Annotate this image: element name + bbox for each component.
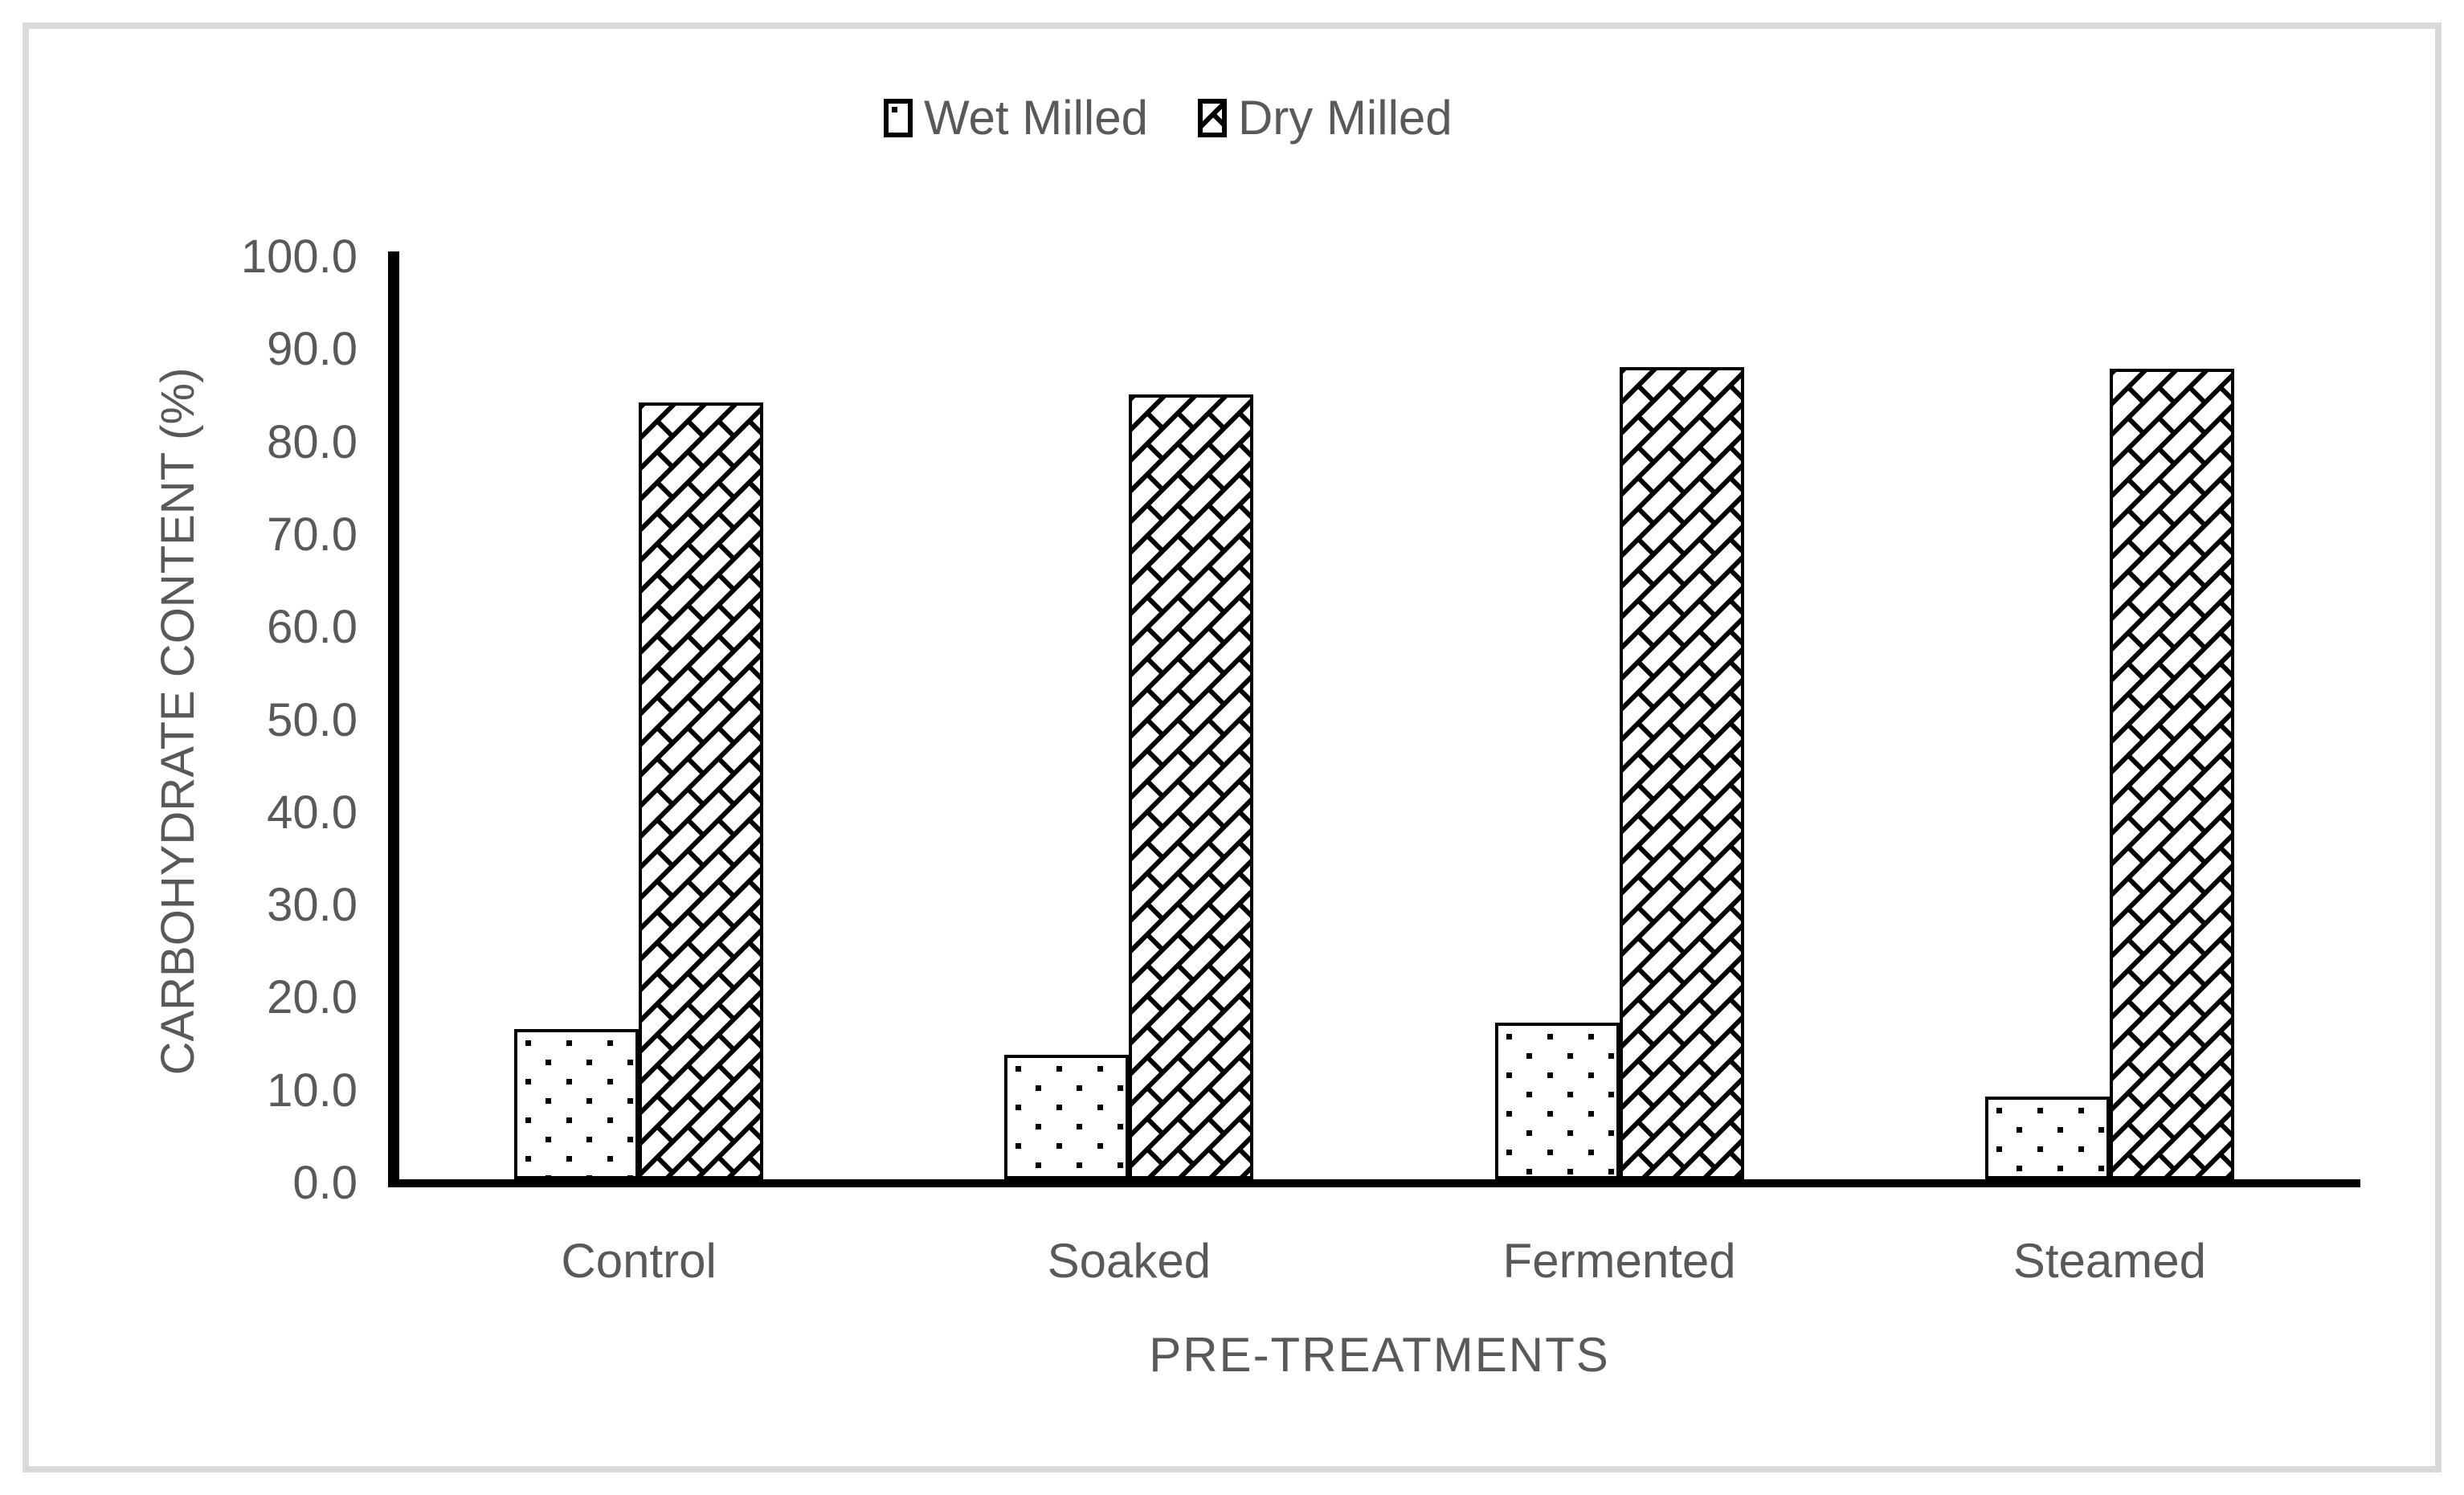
bar-dry-milled-fermented (1619, 367, 1744, 1179)
y-tick-label: 100.0 (240, 231, 358, 283)
x-tick-label-control: Control (561, 1234, 717, 1288)
x-axis-line (388, 1179, 2360, 1187)
bar-wet-milled-control (514, 1029, 639, 1179)
bar-pattern-fill (1498, 1026, 1616, 1176)
legend-label-dry-milled: Dry Milled (1237, 91, 1453, 145)
bar-dry-milled-control (639, 402, 764, 1179)
y-axis-line (388, 251, 399, 1187)
chart-area-border (22, 22, 2442, 1473)
y-tick-label: 90.0 (267, 323, 358, 376)
bar-pattern-fill (642, 406, 761, 1176)
y-tick-label: 50.0 (267, 693, 358, 746)
x-tick-label-steamed: Steamed (2012, 1234, 2206, 1288)
bar-pattern-fill (1007, 1058, 1126, 1176)
y-tick-label: 20.0 (267, 971, 358, 1024)
dry-milled-swatch-icon (1197, 98, 1227, 137)
bar-pattern-fill (517, 1032, 636, 1176)
y-tick-label: 0.0 (292, 1157, 358, 1209)
legend-item-wet-milled: Wet Milled (884, 90, 1148, 145)
x-tick-label-fermented: Fermented (1502, 1234, 1736, 1288)
y-tick-label: 60.0 (267, 601, 358, 654)
bar-wet-milled-steamed (1984, 1097, 2110, 1179)
y-tick-label: 80.0 (267, 415, 358, 468)
legend: Wet Milled Dry Milled (884, 90, 1453, 145)
y-tick-label: 10.0 (267, 1064, 358, 1117)
bar-pattern-fill (1988, 1100, 2106, 1176)
y-tick-label: 30.0 (267, 879, 358, 932)
y-tick-label: 40.0 (267, 786, 358, 839)
bar-pattern-fill (2112, 372, 2231, 1176)
bar-dry-milled-soaked (1129, 394, 1254, 1179)
bar-pattern-fill (1622, 370, 1741, 1176)
bar-pattern-fill (1132, 398, 1251, 1176)
bar-wet-milled-fermented (1494, 1023, 1620, 1179)
legend-item-dry-milled: Dry Milled (1197, 90, 1453, 145)
legend-label-wet-milled: Wet Milled (924, 91, 1148, 145)
x-tick-label-soaked: Soaked (1047, 1234, 1212, 1288)
y-tick-label: 70.0 (267, 508, 358, 561)
wet-milled-swatch-icon (884, 98, 913, 137)
x-axis-title: PRE-TREATMENTS (1149, 1328, 1610, 1382)
bar-dry-milled-steamed (2109, 369, 2234, 1179)
bar-wet-milled-soaked (1004, 1055, 1130, 1179)
